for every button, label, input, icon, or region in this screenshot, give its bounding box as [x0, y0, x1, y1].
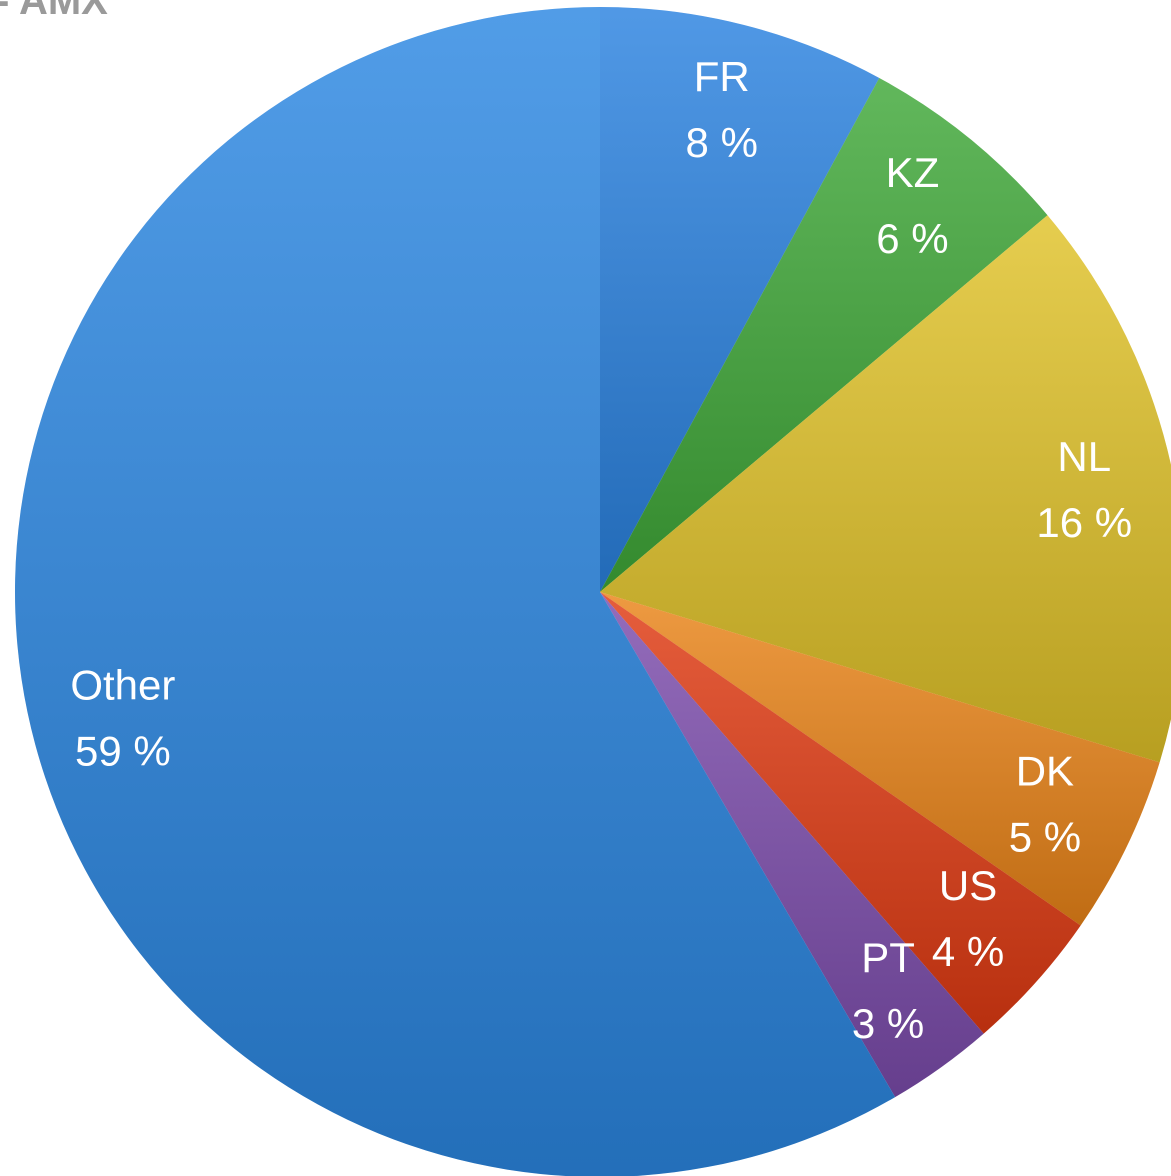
slice-label: Other: [70, 661, 175, 708]
slice-label: NL: [1057, 433, 1111, 480]
labels: FR 8 % KZ 6 % NL 16 % DK 5 % US 4 % PT 3 % Other 59 %: [70, 53, 1132, 1047]
slice-shade: [600, 215, 1171, 763]
value-label: 16 %: [1036, 499, 1132, 546]
slice-shade: [600, 7, 880, 592]
slice-shade: [600, 592, 1160, 926]
chart-title: - AMX: [0, 0, 108, 23]
slice-shade: [600, 77, 1048, 593]
value-label: 8 %: [686, 119, 758, 166]
slice-shade: [15, 7, 896, 1176]
value-label: 59 %: [75, 727, 171, 774]
slice-label: US: [939, 862, 997, 909]
slice-label: PT: [861, 934, 915, 981]
slice-label: KZ: [886, 149, 940, 196]
value-label: 5 %: [1009, 814, 1081, 861]
slice-label: FR: [694, 53, 750, 100]
value-label: 6 %: [876, 215, 948, 262]
pie: [15, 7, 1171, 1176]
slice-label: DK: [1016, 748, 1074, 795]
value-label: 3 %: [852, 1000, 924, 1047]
value-label: 4 %: [932, 928, 1004, 975]
slice-shade: [600, 592, 1081, 1034]
slice-shade: [600, 592, 984, 1098]
